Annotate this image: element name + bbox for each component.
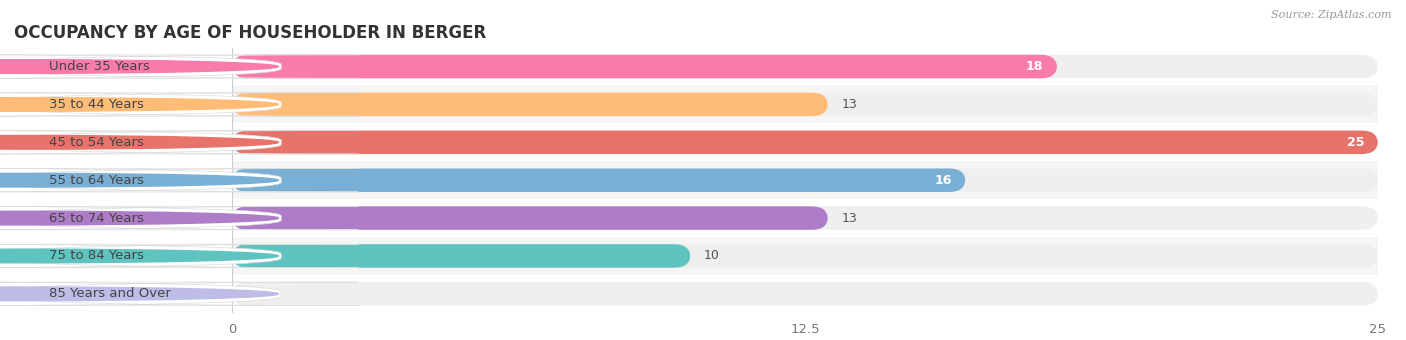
Text: 85 Years and Over: 85 Years and Over — [49, 287, 172, 300]
Circle shape — [0, 60, 278, 73]
FancyBboxPatch shape — [232, 55, 1057, 78]
FancyBboxPatch shape — [232, 282, 1378, 306]
Text: 10: 10 — [704, 250, 720, 262]
Text: 75 to 84 Years: 75 to 84 Years — [49, 250, 143, 262]
Bar — [232, 48, 1378, 85]
FancyBboxPatch shape — [0, 131, 359, 154]
FancyBboxPatch shape — [232, 168, 966, 192]
Bar — [232, 237, 1378, 275]
FancyBboxPatch shape — [232, 93, 1378, 116]
Bar — [232, 85, 1378, 123]
FancyBboxPatch shape — [232, 206, 1378, 230]
FancyBboxPatch shape — [0, 206, 359, 230]
FancyBboxPatch shape — [232, 206, 828, 230]
Circle shape — [0, 98, 278, 111]
Bar — [232, 161, 1378, 199]
Circle shape — [0, 211, 278, 225]
FancyBboxPatch shape — [232, 93, 828, 116]
FancyBboxPatch shape — [0, 282, 359, 306]
Text: OCCUPANCY BY AGE OF HOUSEHOLDER IN BERGER: OCCUPANCY BY AGE OF HOUSEHOLDER IN BERGE… — [14, 24, 486, 42]
Text: 16: 16 — [934, 174, 952, 187]
Text: Under 35 Years: Under 35 Years — [49, 60, 150, 73]
Text: 13: 13 — [842, 98, 858, 111]
Text: 65 to 74 Years: 65 to 74 Years — [49, 211, 143, 225]
FancyBboxPatch shape — [0, 93, 359, 116]
FancyBboxPatch shape — [232, 55, 1378, 78]
FancyBboxPatch shape — [0, 244, 359, 268]
Text: 13: 13 — [842, 211, 858, 225]
FancyBboxPatch shape — [232, 244, 690, 268]
Text: 35 to 44 Years: 35 to 44 Years — [49, 98, 143, 111]
Circle shape — [0, 287, 278, 301]
Text: 0: 0 — [246, 287, 253, 300]
Text: 25: 25 — [1347, 136, 1364, 149]
FancyBboxPatch shape — [232, 131, 1378, 154]
FancyBboxPatch shape — [232, 168, 1378, 192]
Bar — [232, 123, 1378, 161]
Text: 45 to 54 Years: 45 to 54 Years — [49, 136, 143, 149]
Circle shape — [0, 249, 278, 263]
FancyBboxPatch shape — [0, 168, 359, 192]
Bar — [232, 199, 1378, 237]
Bar — [232, 275, 1378, 313]
Text: 18: 18 — [1026, 60, 1043, 73]
FancyBboxPatch shape — [232, 244, 1378, 268]
FancyBboxPatch shape — [232, 131, 1378, 154]
Text: Source: ZipAtlas.com: Source: ZipAtlas.com — [1271, 10, 1392, 20]
Text: 55 to 64 Years: 55 to 64 Years — [49, 174, 143, 187]
Circle shape — [0, 136, 278, 149]
FancyBboxPatch shape — [0, 55, 359, 78]
Circle shape — [0, 173, 278, 187]
